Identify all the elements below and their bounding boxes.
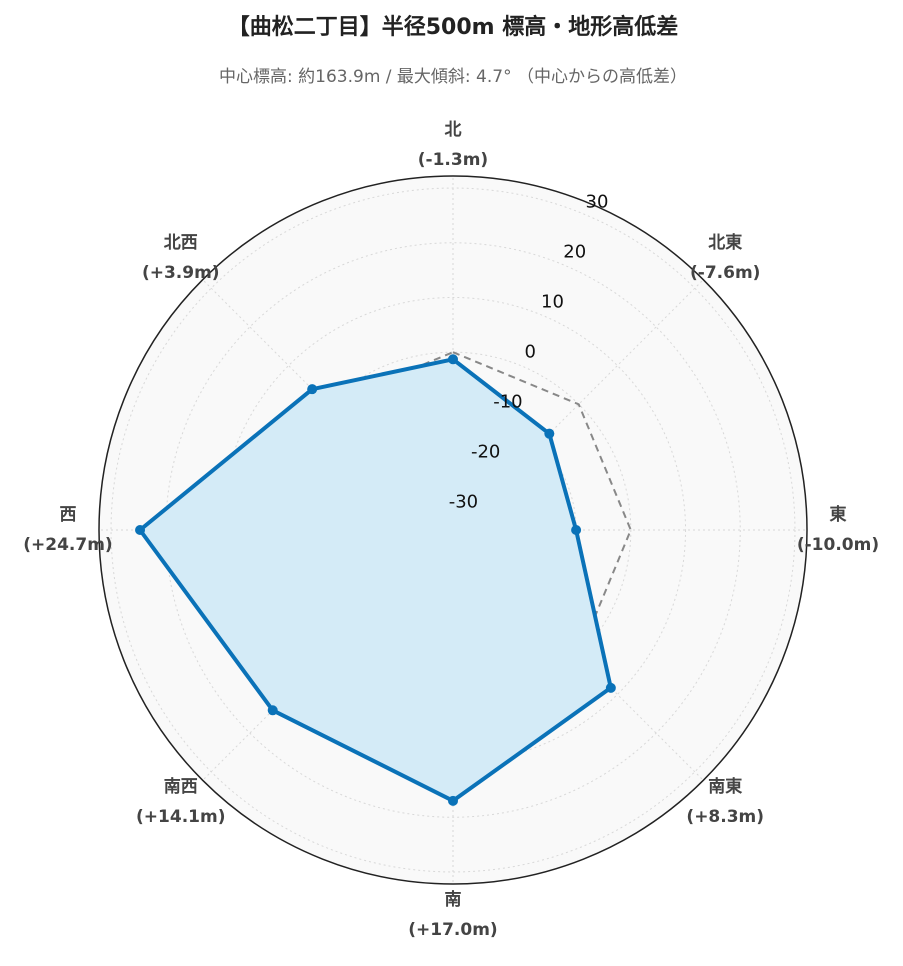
radial-tick-label: -10: [493, 392, 522, 413]
chart-title: 【曲松二丁目】半径500m 標高・地形高低差: [228, 14, 679, 40]
angular-tick-label: 南: [445, 889, 462, 910]
angular-value-label: (-1.3m): [418, 150, 488, 170]
angular-value-label: (-7.6m): [690, 263, 760, 283]
polar-frame: [98, 175, 808, 885]
grid-circle: [165, 242, 741, 818]
radial-tick-label: 20: [563, 242, 586, 263]
radial-tick-label: 0: [524, 342, 535, 363]
angular-value-label: (-10.0m): [797, 535, 879, 555]
series-marker: [448, 795, 458, 806]
series-marker: [571, 525, 582, 535]
series-marker: [448, 354, 458, 365]
angular-value-label: (+17.0m): [408, 920, 497, 940]
angular-tick-label: 北東: [708, 232, 742, 253]
series-marker: [135, 525, 146, 535]
radial-tick-label: -30: [449, 492, 478, 513]
angular-value-label: (+8.3m): [686, 807, 764, 827]
angular-tick-label: 西: [60, 505, 77, 525]
angular-tick-label: 南西: [164, 776, 198, 797]
series-marker: [544, 428, 555, 439]
angular-value-label: (+3.9m): [142, 263, 220, 283]
series-marker: [267, 705, 278, 716]
radial-tick-label: 10: [541, 292, 564, 313]
angular-tick-label: 東: [830, 504, 847, 525]
angular-tick-label: 北西: [164, 233, 198, 253]
angular-tick-label: 北: [445, 120, 462, 140]
radial-tick-label: -20: [471, 442, 500, 463]
angular-tick-label: 南東: [708, 776, 742, 797]
series-marker: [605, 682, 616, 693]
radial-tick-label: 30: [586, 192, 609, 213]
grid-circle: [274, 351, 632, 709]
angular-value-label: (+24.7m): [23, 535, 112, 555]
chart-subtitle: 中心標高: 約163.9m / 最大傾斜: 4.7° （中心からの高低差）: [219, 67, 687, 87]
series-marker: [307, 384, 318, 395]
angular-value-label: (+14.1m): [136, 807, 225, 827]
